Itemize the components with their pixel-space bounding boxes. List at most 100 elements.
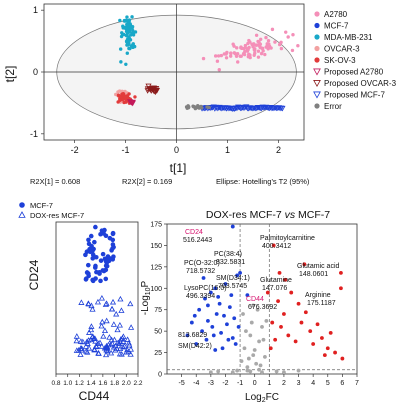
pca-point [229,51,233,56]
mcf7-point [83,276,89,281]
doxres-point [114,326,121,333]
pca-point [118,18,122,23]
pca-point [236,104,243,111]
pca-point [118,98,122,103]
volcano-annotation-name: Glutamine [260,277,292,284]
r2x1-label: R2X[1] = 0.608 [30,177,80,186]
doxres-point [117,345,124,352]
ns-regulated-point [230,370,235,375]
pca-point [126,20,131,24]
up-regulated-point [303,310,308,315]
pca-point [213,54,218,58]
mcf7-point [84,249,90,255]
pca-point [256,39,260,44]
down-regulated-point [232,316,237,321]
down-regulated-point [230,336,235,340]
pca-point [149,87,156,93]
pca-point [128,46,132,51]
pca-legend-label: OVCAR-3 [324,45,360,54]
mcf7-point [103,259,109,264]
doxres-point [120,338,127,344]
pca-point [243,46,247,50]
down-regulated-point [213,286,218,291]
ns-regulated-point [248,333,253,338]
down-regulated-point [194,342,199,346]
volcano-x-tick-label: -4 [193,380,199,387]
doxres-point [99,318,106,325]
doxres-point [108,336,115,343]
up-regulated-point [299,320,304,325]
flow-y-axis-label: CD24 [27,259,41,290]
mcf7-point [109,248,114,253]
flow-plot-frame [55,221,139,375]
doxres-point [103,317,110,324]
pca-point [256,55,261,59]
pca-legend-marker [314,34,320,40]
pca-point [291,33,295,37]
cd24-cd44-plot: 0.8 1.0 1.2 1.4 1.6 1.8 2.0 2.2 CD44 CD24 [27,221,143,403]
doxres-point [119,343,127,350]
pca-point [286,35,290,39]
up-regulated-point [296,301,301,306]
pca-point [235,46,239,50]
down-regulated-point [223,282,228,286]
doxres-point [98,294,105,301]
up-regulated-point [339,286,343,291]
pca-point [259,51,264,56]
pca-legend-marker [314,45,320,52]
pca-point [259,37,263,41]
pca-point [118,94,122,99]
pca-legend-label: Proposed MCF-7 [324,91,385,100]
flow-x-tick-label: 1.6 [98,380,107,387]
mcf7-point [111,254,116,259]
pca-point [114,92,118,97]
down-regulated-point [217,301,222,306]
up-regulated-point [265,290,270,295]
volcano-y-tick-label: 125 [150,264,162,271]
pca-point [258,42,263,46]
ns-regulated-point [258,363,263,368]
pca-x-tick-label: 2 [276,145,281,155]
pca-point [248,55,252,60]
pca-point [124,62,128,66]
pca-point [235,52,240,56]
mcf7-point [90,277,95,283]
pca-legend-label: Proposed OVCAR-3 [324,79,397,88]
up-regulated-point [273,337,278,342]
mcf7-point [107,256,112,261]
doxres-point [102,301,109,307]
pca-point [232,51,237,55]
mcf7-point [103,233,109,239]
mcf7-point [84,270,90,275]
pca-point [186,104,190,108]
ns-regulated-point [239,359,244,364]
pca-point [256,49,261,53]
doxres-point [113,310,120,317]
up-regulated-point [289,290,294,295]
up-regulated-point [283,277,288,282]
doxres-point [86,329,93,335]
volcano-x-tick-label: 2 [282,380,286,387]
r2x2-label: R2X[2] = 0.169 [122,177,172,186]
volcano-annotation-name: Glutamic acid [297,263,340,270]
volcano-annotation-mz: 703.5745 [218,283,247,290]
pca-point [263,52,267,57]
flow-x-axis-label: CD44 [79,389,110,403]
doxres-point [85,300,92,307]
mcf7-point [92,265,98,270]
volcano-y-tick-label: 50 [154,329,162,336]
doxres-point [113,345,120,352]
down-regulated-point [189,320,194,325]
doxres-point [96,339,104,346]
pca-point [153,87,160,94]
doxres-point [89,333,96,340]
pca-point [198,105,203,109]
doxres-point [116,340,123,346]
doxres-point [103,346,110,353]
down-regulated-point [229,293,234,298]
volcano-title-end: MCF-7 [298,209,330,221]
pca-point [248,53,252,57]
pca-point [130,25,135,29]
